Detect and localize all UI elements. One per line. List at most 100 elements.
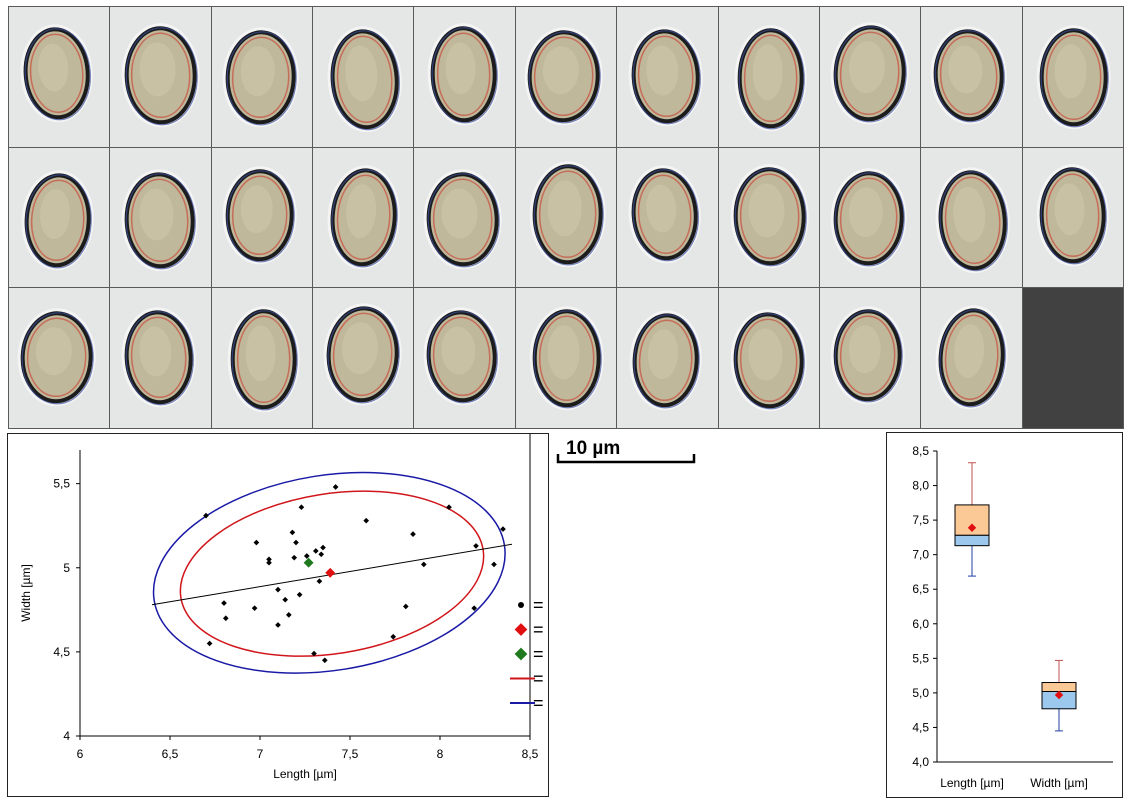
spore-point (285, 612, 292, 618)
x-tick-label: 6,5 (162, 747, 179, 761)
spore-point (222, 615, 229, 622)
spore-image (424, 168, 503, 269)
spore-point (318, 551, 325, 558)
spore-point (296, 591, 303, 598)
spore-point (275, 586, 281, 593)
spore-cell (818, 146, 922, 289)
spore-point (291, 554, 298, 561)
spore-image (935, 166, 1011, 273)
spore-cell (413, 6, 516, 148)
spore-point (363, 517, 370, 524)
spore-cell (210, 6, 314, 148)
spore-image (121, 307, 197, 408)
spore-point (500, 526, 506, 532)
spore-cell (920, 146, 1023, 289)
spore-cell (920, 287, 1023, 429)
spore-image (327, 164, 400, 269)
spore-cell (109, 146, 212, 289)
spore-image (227, 306, 300, 413)
y-tick-label: 5,5 (53, 477, 70, 491)
spore-cell (717, 6, 820, 148)
legend-symbol (514, 647, 528, 661)
x-axis-label: Length [µm] (273, 767, 337, 781)
spore-image (830, 167, 907, 268)
spore-image (17, 308, 96, 407)
legend-label: = 90% prediction interval ellipse (533, 693, 548, 713)
spore-image (935, 305, 1009, 410)
spore-cell (616, 146, 719, 289)
spore-cell (818, 6, 922, 148)
spore-image (830, 306, 905, 405)
median-point (303, 557, 314, 568)
x-tick-label: 7 (257, 747, 264, 761)
y-tick-label: 6,0 (912, 617, 929, 631)
spore-point (321, 657, 328, 664)
empty-cell (1021, 287, 1124, 429)
y-axis-label: Width [µm] (19, 564, 33, 622)
scatter-plot-panel: 6 6,5 7 7,5 8 8,5 4 4,5 5 5,5 Length [µm] Width [µm… (7, 433, 787, 797)
spore-image (122, 23, 201, 128)
spore-image (428, 23, 501, 126)
box-category-label: Width [µm] (1030, 776, 1088, 790)
legend-symbol (518, 602, 524, 608)
spore-image (327, 26, 402, 133)
spore-image (424, 307, 501, 406)
spore-point (316, 578, 323, 585)
spore-cell (1021, 6, 1124, 148)
spore-cell (413, 287, 516, 429)
spore-point (289, 529, 296, 536)
legend-label: = median (533, 644, 548, 664)
spore-cell (8, 6, 111, 148)
spore-point (390, 633, 397, 640)
spore-point (221, 600, 227, 606)
x-tick-label: 8 (437, 747, 444, 761)
y-tick-label: 5,5 (912, 651, 929, 665)
scale-bar-label: 10 µm (566, 438, 620, 459)
spore-micrograph-grid (8, 6, 1124, 429)
spore-cell (312, 146, 415, 289)
spore-point (332, 484, 339, 490)
legend-label: = 80% prediction interval ellipse (533, 669, 548, 689)
y-tick-label: 8,0 (912, 479, 929, 493)
spore-image (629, 310, 702, 411)
spore-cell (616, 287, 719, 429)
spore-point (410, 531, 416, 537)
ellipse-80 (179, 490, 485, 657)
spore-point (298, 504, 305, 511)
spore-image (21, 169, 94, 270)
spore-point (446, 504, 452, 511)
spore-cell (818, 287, 922, 429)
spore-image (20, 24, 93, 123)
spore-cell (514, 287, 618, 429)
spore-cell (413, 146, 516, 289)
box-upper (1041, 682, 1077, 693)
y-tick-label: 4,5 (53, 645, 70, 659)
spore-point (471, 605, 478, 611)
spore-point (473, 543, 479, 549)
spore-cell (514, 146, 618, 289)
spore-image (222, 165, 297, 264)
y-tick-label: 4,0 (912, 755, 929, 769)
spore-image (628, 164, 701, 263)
spore-cell (312, 6, 415, 148)
y-tick-label: 7,5 (912, 513, 929, 527)
spore-image (730, 309, 807, 412)
spore-image (730, 163, 809, 268)
legend-label: = spores (533, 595, 548, 615)
spore-image (734, 25, 807, 132)
y-tick-label: 5,0 (912, 686, 929, 700)
spore-image (1036, 25, 1111, 130)
spore-point (402, 603, 409, 610)
spore-cell (109, 6, 212, 148)
spore-point (320, 544, 326, 551)
spore-point (282, 596, 289, 603)
boxplot-panel: 4,0 4,5 5,0 5,5 6,0 6,5 7,0 7,5 8,0 8,5 Length [µm… (886, 432, 1123, 798)
spore-cell (8, 146, 111, 289)
y-tick-label: 7,0 (912, 548, 929, 562)
spore-cell (210, 146, 314, 289)
box-lower (954, 534, 990, 547)
legend-label: = arithmetic mean (533, 620, 548, 640)
spore-cell (717, 146, 820, 289)
spore-cell (312, 287, 415, 429)
scale-bar: 10 µm (556, 438, 696, 464)
